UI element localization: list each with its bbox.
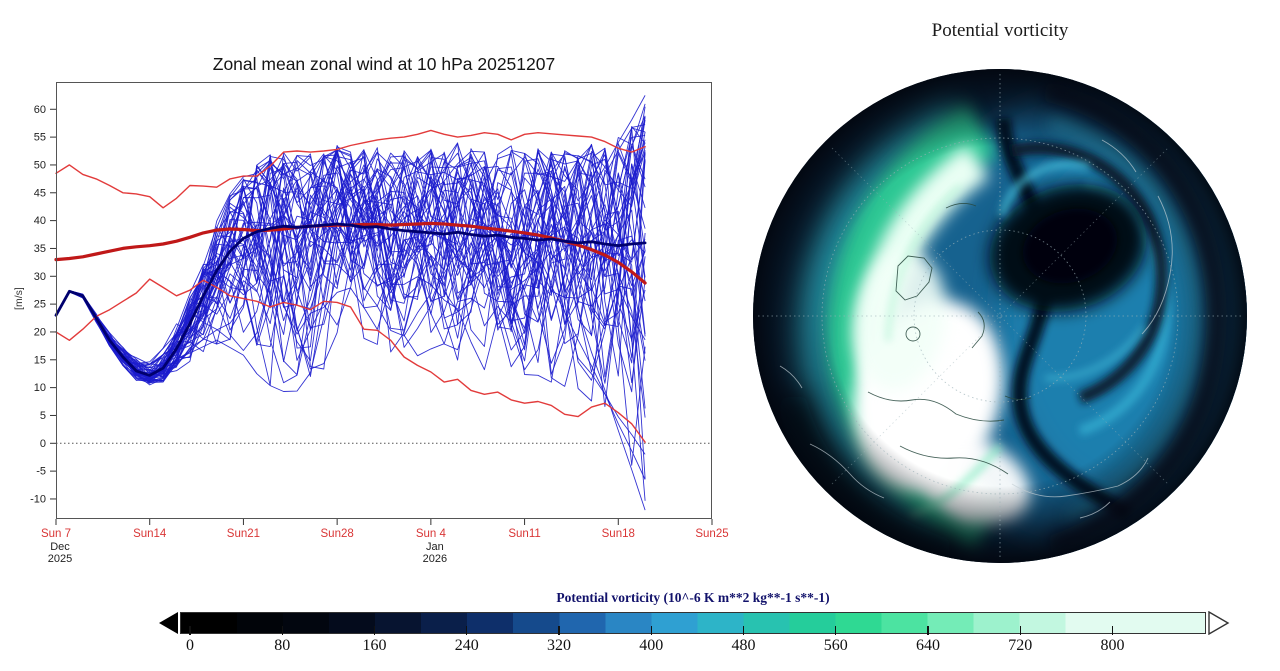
y-tick-label: 5 <box>40 410 46 422</box>
series-climatology_lower <box>55 278 646 443</box>
colorbar-tick-label: 720 <box>1008 637 1033 654</box>
x-month-label: 2026 <box>423 553 447 565</box>
y-tick-label: 10 <box>34 382 46 394</box>
x-tick-label: Sun18 <box>602 528 635 540</box>
y-tick-label: 55 <box>34 132 46 144</box>
colorbar-tick <box>281 626 283 635</box>
ensemble-member-line <box>55 174 646 384</box>
chart-title: Zonal mean zonal wind at 10 hPa 20251207 <box>212 54 556 74</box>
coastlines-dark <box>867 203 1032 475</box>
ensemble-member-line <box>55 134 646 368</box>
colorbar-tick-label: 80 <box>274 637 291 654</box>
colorbar-tick-label: 400 <box>639 637 664 654</box>
colorbar-tick <box>1111 626 1114 635</box>
colorbar-ticks <box>180 626 1206 636</box>
ensemble-member-line <box>55 162 646 455</box>
ensemble-member-line <box>55 149 646 480</box>
colorbar-tick-label: 640 <box>916 637 940 654</box>
colorbar-tick <box>1019 626 1021 635</box>
potential-vorticity-map <box>753 69 1247 563</box>
series-climatology_upper <box>55 129 646 209</box>
x-tick-label: Sun25 <box>695 528 728 540</box>
ensemble-member-line <box>55 143 646 369</box>
x-month-label: 2025 <box>48 553 72 565</box>
colorbar-tick <box>650 626 652 635</box>
x-month-label: Dec <box>50 541 70 553</box>
series-ensemble_mean <box>54 222 647 377</box>
y-tick-label: 30 <box>34 271 46 283</box>
y-tick-label: 20 <box>34 326 46 338</box>
y-tick-label: 60 <box>34 104 46 116</box>
y-tick-label: 45 <box>34 187 46 199</box>
graticule <box>758 74 1242 558</box>
globe <box>753 69 1247 563</box>
colorbar-tick <box>558 626 560 635</box>
coastlines-light <box>779 139 1173 519</box>
colorbar-underflow-arrow-icon <box>159 612 178 634</box>
colorbar-tick-label: 560 <box>823 637 848 654</box>
x-tick-label: Sun 4 <box>416 528 447 540</box>
x-tick-label: Sun14 <box>133 528 167 540</box>
colorbar-tick-label: 160 <box>362 637 387 654</box>
edge-vignette <box>753 69 1247 563</box>
colorbar-gradient <box>180 612 1206 634</box>
colorbar-tick <box>742 626 745 635</box>
y-axis-label: [m/s] <box>13 287 25 310</box>
colorbar-tick-label: 800 <box>1100 637 1125 654</box>
y-tick-label: 35 <box>34 243 46 255</box>
ensemble-member-line <box>55 119 646 371</box>
colorbar-overflow-arrow-icon <box>1208 611 1230 635</box>
colorbar-tick-label: 240 <box>454 637 479 654</box>
colorbar-tick <box>373 626 376 635</box>
colorbar-title: Potential vorticity (10^-6 K m**2 kg**-1… <box>556 590 830 605</box>
y-tick-label: 40 <box>34 215 46 227</box>
colorbar-tick <box>189 626 191 635</box>
colorbar-tick <box>835 626 837 635</box>
x-tick-label: Sun28 <box>321 528 354 540</box>
x-tick-label: Sun21 <box>227 528 260 540</box>
colorbar-tick <box>927 626 929 635</box>
y-tick-label: 0 <box>40 438 46 450</box>
y-tick-label: -10 <box>30 493 46 505</box>
colorbar-tick-label: 0 <box>186 637 194 654</box>
x-tick-label: Sun 7 <box>41 528 71 540</box>
y-tick-label: 15 <box>34 354 46 366</box>
colorbar-labels: 0 80 160 240 320 400 480 560 640 720 800 <box>180 637 1206 657</box>
y-tick-label: 25 <box>34 299 46 311</box>
y-tick-label: -5 <box>36 466 46 478</box>
ensemble-member-line <box>55 147 646 381</box>
ensemble-member-line <box>55 95 646 377</box>
plot-frame <box>56 82 712 519</box>
x-tick-label: Sun11 <box>508 528 540 540</box>
y-tick-label: 50 <box>34 159 46 171</box>
x-month-label: Jan <box>426 541 444 553</box>
colorbar-tick-label: 480 <box>731 637 756 654</box>
colorbar-tick <box>466 626 468 635</box>
map-title: Potential vorticity <box>931 20 1069 41</box>
colorbar-tick-label: 320 <box>547 637 571 654</box>
